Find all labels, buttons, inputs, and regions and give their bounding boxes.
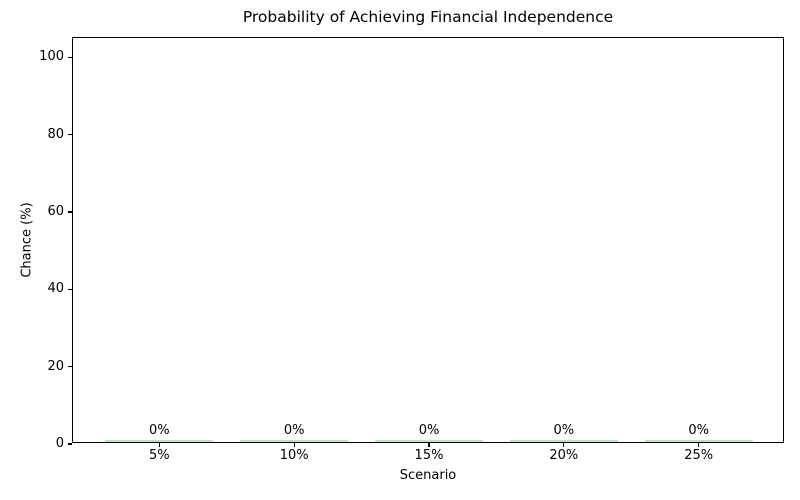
x-tick-mark (698, 442, 700, 447)
bar (375, 440, 483, 442)
bar-value-label: 0% (688, 423, 709, 438)
x-tick-mark (158, 442, 160, 447)
x-tick-label: 10% (279, 448, 309, 463)
x-tick-label: 20% (549, 448, 579, 463)
y-tick-mark (67, 288, 72, 290)
y-tick-label: 40 (47, 281, 64, 297)
x-axis-label: Scenario (399, 468, 457, 483)
y-tick-mark (67, 366, 72, 368)
bar (644, 440, 753, 442)
y-axis-label: Chance (%) (19, 202, 35, 278)
chart-title: Probability of Achieving Financial Indep… (242, 8, 614, 26)
x-tick-label: 25% (684, 448, 714, 463)
y-tick-label: 20 (47, 358, 64, 374)
plot-area: 0 20 40 60 80 100 5% 10% 15% 20% 25% 0% 0% 0% 0% 0% (39, 37, 784, 463)
x-tick-mark (563, 442, 565, 447)
y-tick-label: 80 (47, 126, 64, 142)
y-tick-mark (67, 56, 72, 58)
y-tick-mark (67, 211, 72, 213)
bar-value-label: 0% (283, 423, 305, 438)
bar-value-label: 0% (148, 423, 170, 438)
x-tick-mark (293, 442, 295, 447)
bar (509, 440, 618, 442)
y-tick-label: 60 (47, 204, 64, 219)
y-tick-label: 100 (39, 49, 64, 65)
x-tick-mark (428, 442, 430, 447)
bar-value-label: 0% (553, 423, 575, 438)
x-tick-label: 5% (148, 448, 170, 463)
bar-value-label: 0% (418, 423, 440, 438)
y-tick-mark (67, 134, 72, 136)
x-tick-label: 15% (414, 448, 444, 463)
bar (240, 440, 349, 442)
y-tick-mark (67, 443, 72, 445)
bar (105, 440, 214, 442)
y-tick-label: 0 (55, 436, 64, 451)
